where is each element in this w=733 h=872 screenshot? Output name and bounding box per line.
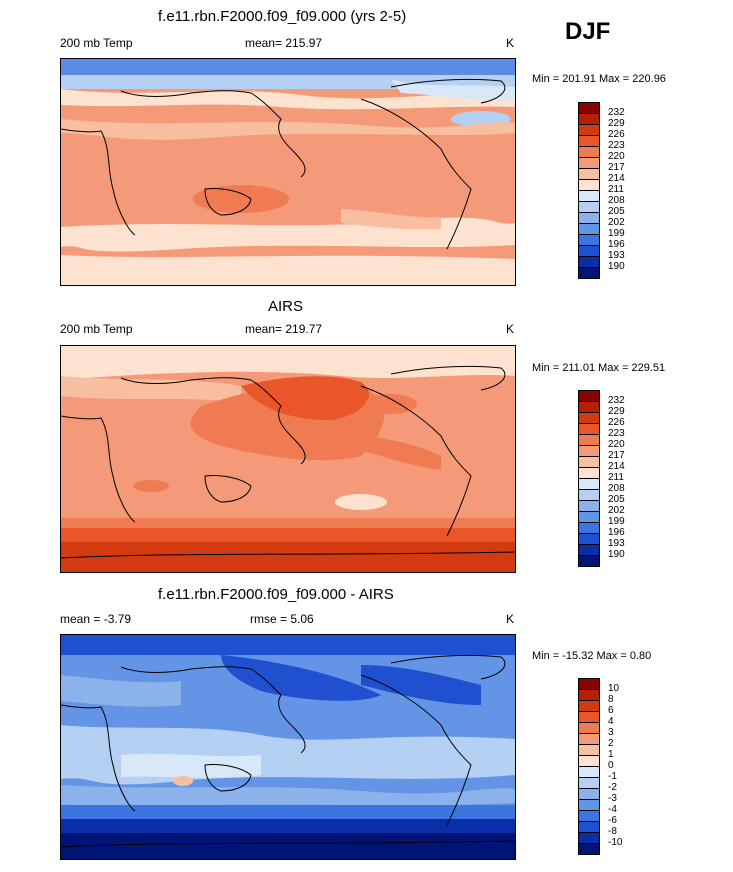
colorbar-label: 1 [608,749,614,760]
panel-3-minmax: Min = -15.32 Max = 0.80 [532,650,652,662]
panel-1-minmax: Min = 201.91 Max = 220.96 [532,73,666,85]
colorbar-label: -2 [608,782,617,793]
colorbar-label: 220 [608,151,625,162]
colorbar-label: 0 [608,760,614,771]
colorbar-label: -10 [608,837,623,848]
colorbar-label: -8 [608,826,617,837]
colorbar-label: 226 [608,417,625,428]
panel-2-variable-label: 200 mb Temp [60,322,133,336]
colorbar-label: 211 [608,184,624,195]
colorbar-label: 205 [608,206,625,217]
panel-2-unit-label: K [506,322,515,336]
colorbar-label: 190 [608,549,625,560]
colorbar-label: 4 [608,716,614,727]
colorbar-label: 232 [608,107,625,118]
colorbar-label: 229 [608,118,625,129]
colorbar-label: 10 [608,683,620,694]
colorbar-label: 217 [608,162,625,173]
panel-1-colorbar: 232 229 226 223 220 217 214 211 208 205 … [578,102,638,282]
colorbar-label: 199 [608,228,625,239]
panel-3-field [61,635,515,859]
panel-3-map [60,634,516,860]
panel-3-mean-label: mean = -3.79 [60,612,132,626]
panel-1-unit-label: K [506,36,515,50]
colorbar-label: 223 [608,140,625,151]
colorbar-label: 208 [608,483,625,494]
panel-1-variable-label: 200 mb Temp [60,36,133,50]
colorbar-label: 6 [608,705,614,716]
panel-2-map [60,345,516,573]
colorbar-label: 220 [608,439,625,450]
panel-3-unit-label: K [506,612,515,626]
colorbar-label: 226 [608,129,625,140]
colorbar-swatch [578,555,600,567]
colorbar-label: 223 [608,428,625,439]
colorbar-label: 211 [608,472,624,483]
colorbar-label: 202 [608,217,625,228]
colorbar-label: 3 [608,727,614,738]
panel-2-title: AIRS [268,298,304,315]
colorbar-label: -4 [608,804,617,815]
panel-1-mean-label: mean= 215.97 [245,36,323,50]
season-label: DJF [565,18,611,45]
panel-2-minmax: Min = 211.01 Max = 229.51 [532,362,666,374]
panel-1-title: f.e11.rbn.F2000.f09_f09.000 (yrs 2-5) [158,8,407,25]
colorbar-label: 214 [608,461,625,472]
panel-3-rmse-label: rmse = 5.06 [250,612,314,626]
colorbar-label: -1 [608,771,617,782]
colorbar-label: 196 [608,527,625,538]
colorbar-label: 8 [608,694,614,705]
colorbar-label: 196 [608,239,625,250]
colorbar-label: 208 [608,195,625,206]
panel-1-field [61,59,515,285]
colorbar-label: 2 [608,738,614,749]
panel-2-field [61,346,515,572]
colorbar-label: 199 [608,516,625,527]
colorbar-label: 232 [608,395,625,406]
colorbar-label: 229 [608,406,625,417]
panel-3-colorbar: 10 8 6 4 3 2 1 0 -1 -2 -3 -4 -6 -8 -10 [578,678,638,858]
colorbar-label: 214 [608,173,625,184]
colorbar-label: -3 [608,793,617,804]
panel-2-colorbar: 232 229 226 223 220 217 214 211 208 205 … [578,390,638,570]
colorbar-label: -6 [608,815,617,826]
panel-3-title: f.e11.rbn.F2000.f09_f09.000 - AIRS [158,586,394,603]
colorbar-label: 217 [608,450,625,461]
colorbar-label: 193 [608,538,625,549]
panel-2-mean-label: mean= 219.77 [245,322,323,336]
colorbar-label: 202 [608,505,625,516]
colorbar-swatch [578,843,600,855]
colorbar-label: 193 [608,250,625,261]
panel-1-map [60,58,516,286]
colorbar-label: 205 [608,494,625,505]
colorbar-swatch [578,267,600,279]
colorbar-label: 190 [608,261,625,272]
